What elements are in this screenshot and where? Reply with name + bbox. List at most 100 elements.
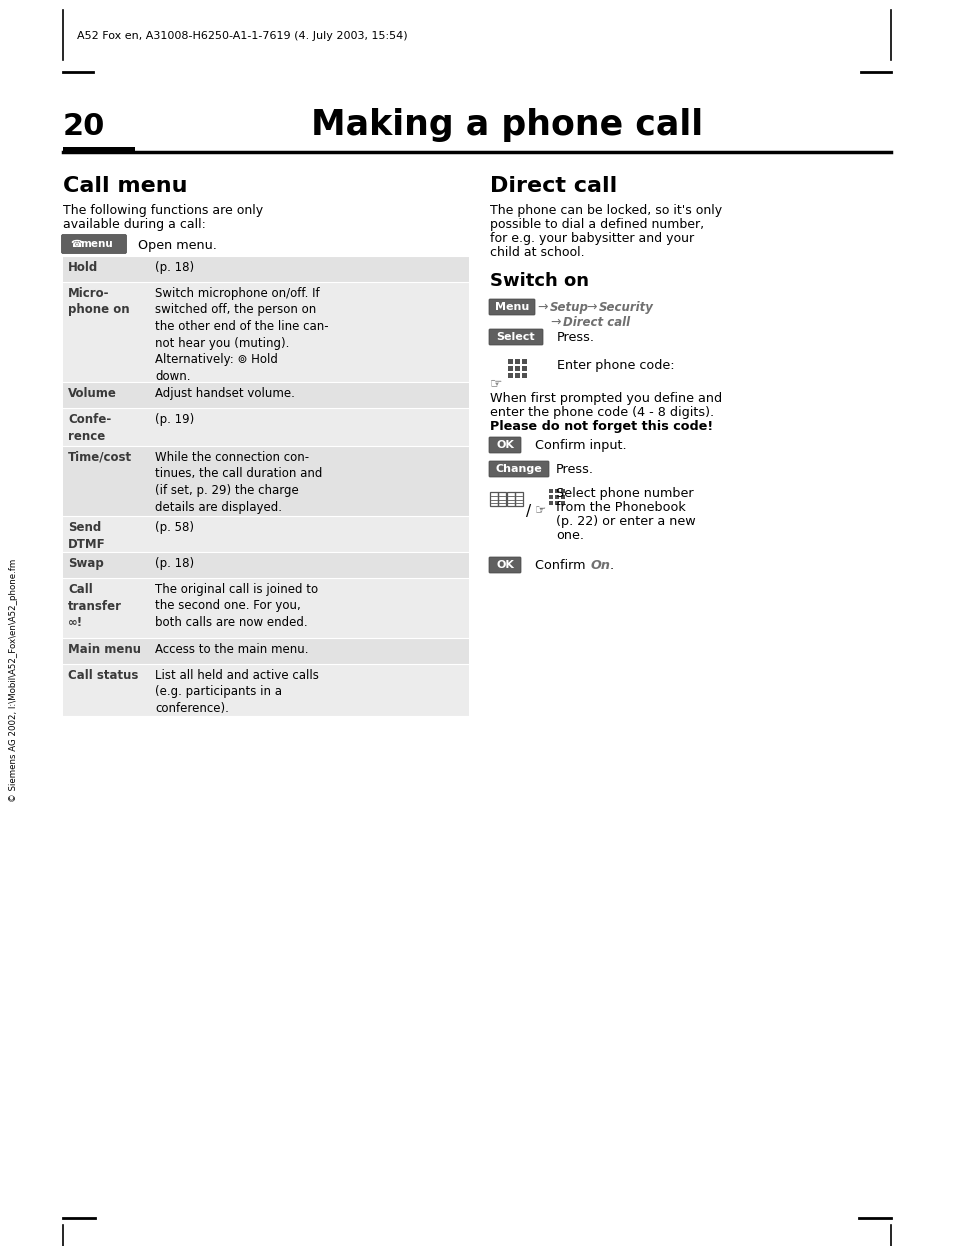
FancyBboxPatch shape [61,234,127,253]
Bar [515,373,519,378]
Text: Direct call: Direct call [562,316,630,329]
Text: 20: 20 [63,112,105,141]
Text: Press.: Press. [556,464,594,476]
Text: While the connection con-
tinues, the call duration and
(if set, p. 29) the char: While the connection con- tinues, the ca… [154,451,322,513]
Text: Access to the main menu.: Access to the main menu. [154,643,308,655]
Text: Switch on: Switch on [490,272,588,290]
Bar [521,366,526,371]
FancyBboxPatch shape [489,299,535,315]
Text: possible to dial a defined number,: possible to dial a defined number, [490,218,703,231]
Text: ☞: ☞ [535,503,546,517]
Bar [515,492,522,506]
Text: Call status: Call status [68,669,138,682]
Bar [555,501,558,505]
Text: On: On [590,559,610,572]
Text: Confe-
rence: Confe- rence [68,412,112,442]
Text: OK: OK [496,440,514,450]
Text: Confirm: Confirm [535,559,589,572]
Text: one.: one. [556,530,583,542]
Text: Open menu.: Open menu. [138,239,216,252]
Text: Menu: Menu [495,302,529,312]
Bar [555,488,558,493]
Text: © Siemens AG 2002, I:\Mobil\A52_Fox\en\A52_phone.fm: © Siemens AG 2002, I:\Mobil\A52_Fox\en\A… [10,558,18,801]
Text: Confirm input.: Confirm input. [535,439,626,452]
Bar [560,488,564,493]
Bar [63,147,135,152]
Text: A52 Fox en, A31008-H6250-A1-1-7619 (4. July 2003, 15:54): A52 Fox en, A31008-H6250-A1-1-7619 (4. J… [77,31,407,41]
Text: When first prompted you define and: When first prompted you define and [490,392,721,405]
Text: Swap: Swap [68,557,104,569]
Text: (p. 22) or enter a new: (p. 22) or enter a new [556,515,695,528]
Text: child at school.: child at school. [490,245,584,259]
Bar [521,359,526,364]
Text: Select phone number: Select phone number [556,487,693,500]
Text: The original call is joined to
the second one. For you,
both calls are now ended: The original call is joined to the secon… [154,583,317,629]
Text: Hold: Hold [68,260,98,274]
Text: Please do not forget this code!: Please do not forget this code! [490,420,713,434]
Text: Enter phone code:: Enter phone code: [557,359,674,373]
Text: from the Phonebook: from the Phonebook [556,501,685,515]
Text: Making a phone call: Making a phone call [311,108,702,142]
Bar [63,552,469,578]
Text: ☞: ☞ [490,376,502,390]
Text: Press.: Press. [557,331,595,344]
Bar [63,255,469,282]
Text: Volume: Volume [68,388,117,400]
Text: The phone can be locked, so it's only: The phone can be locked, so it's only [490,204,721,217]
Bar [515,366,519,371]
Text: Setup: Setup [550,302,588,314]
Text: Direct call: Direct call [490,176,617,196]
Bar [63,578,469,638]
Bar [63,516,469,552]
Text: Send
DTMF: Send DTMF [68,521,106,551]
FancyBboxPatch shape [489,329,542,345]
Bar [507,359,513,364]
Text: .: . [609,559,614,572]
FancyBboxPatch shape [489,461,548,477]
Text: Time/cost: Time/cost [68,451,132,464]
Bar [63,638,469,664]
Bar [63,664,469,716]
FancyBboxPatch shape [489,437,520,454]
Text: /: / [525,503,531,520]
Text: enter the phone code (4 - 8 digits).: enter the phone code (4 - 8 digits). [490,406,714,419]
Text: Select: Select [497,331,535,341]
Text: Adjust handset volume.: Adjust handset volume. [154,388,294,400]
Text: →: → [550,316,560,329]
Bar [63,446,469,516]
Bar [560,495,564,498]
Text: →: → [585,302,596,314]
Text: for e.g. your babysitter and your: for e.g. your babysitter and your [490,232,694,245]
Bar [490,492,497,506]
Text: →: → [537,302,547,314]
Text: The following functions are only: The following functions are only [63,204,263,217]
Bar [507,373,513,378]
Text: OK: OK [496,559,514,569]
Bar [555,495,558,498]
Text: menu: menu [80,239,112,249]
Bar [63,282,469,383]
Text: Call menu: Call menu [63,176,188,196]
Text: ☎: ☎ [70,239,82,249]
Bar [507,366,513,371]
FancyBboxPatch shape [489,557,520,573]
Bar [63,383,469,407]
Bar [497,492,505,506]
Text: Switch microphone on/off. If
switched off, the person on
the other end of the li: Switch microphone on/off. If switched of… [154,287,328,383]
Text: Main menu: Main menu [68,643,141,655]
Text: available during a call:: available during a call: [63,218,206,231]
Bar [548,488,553,493]
Bar [63,407,469,446]
Bar [548,495,553,498]
Bar [515,359,519,364]
Bar [506,492,515,506]
Bar [548,501,553,505]
Bar [521,373,526,378]
Text: Call
transfer
∞!: Call transfer ∞! [68,583,122,629]
Bar [560,501,564,505]
Text: List all held and active calls
(e.g. participants in a
conference).: List all held and active calls (e.g. par… [154,669,318,715]
Text: Security: Security [598,302,653,314]
Text: (p. 58): (p. 58) [154,521,193,535]
Text: Change: Change [496,464,542,473]
Text: (p. 19): (p. 19) [154,412,194,426]
